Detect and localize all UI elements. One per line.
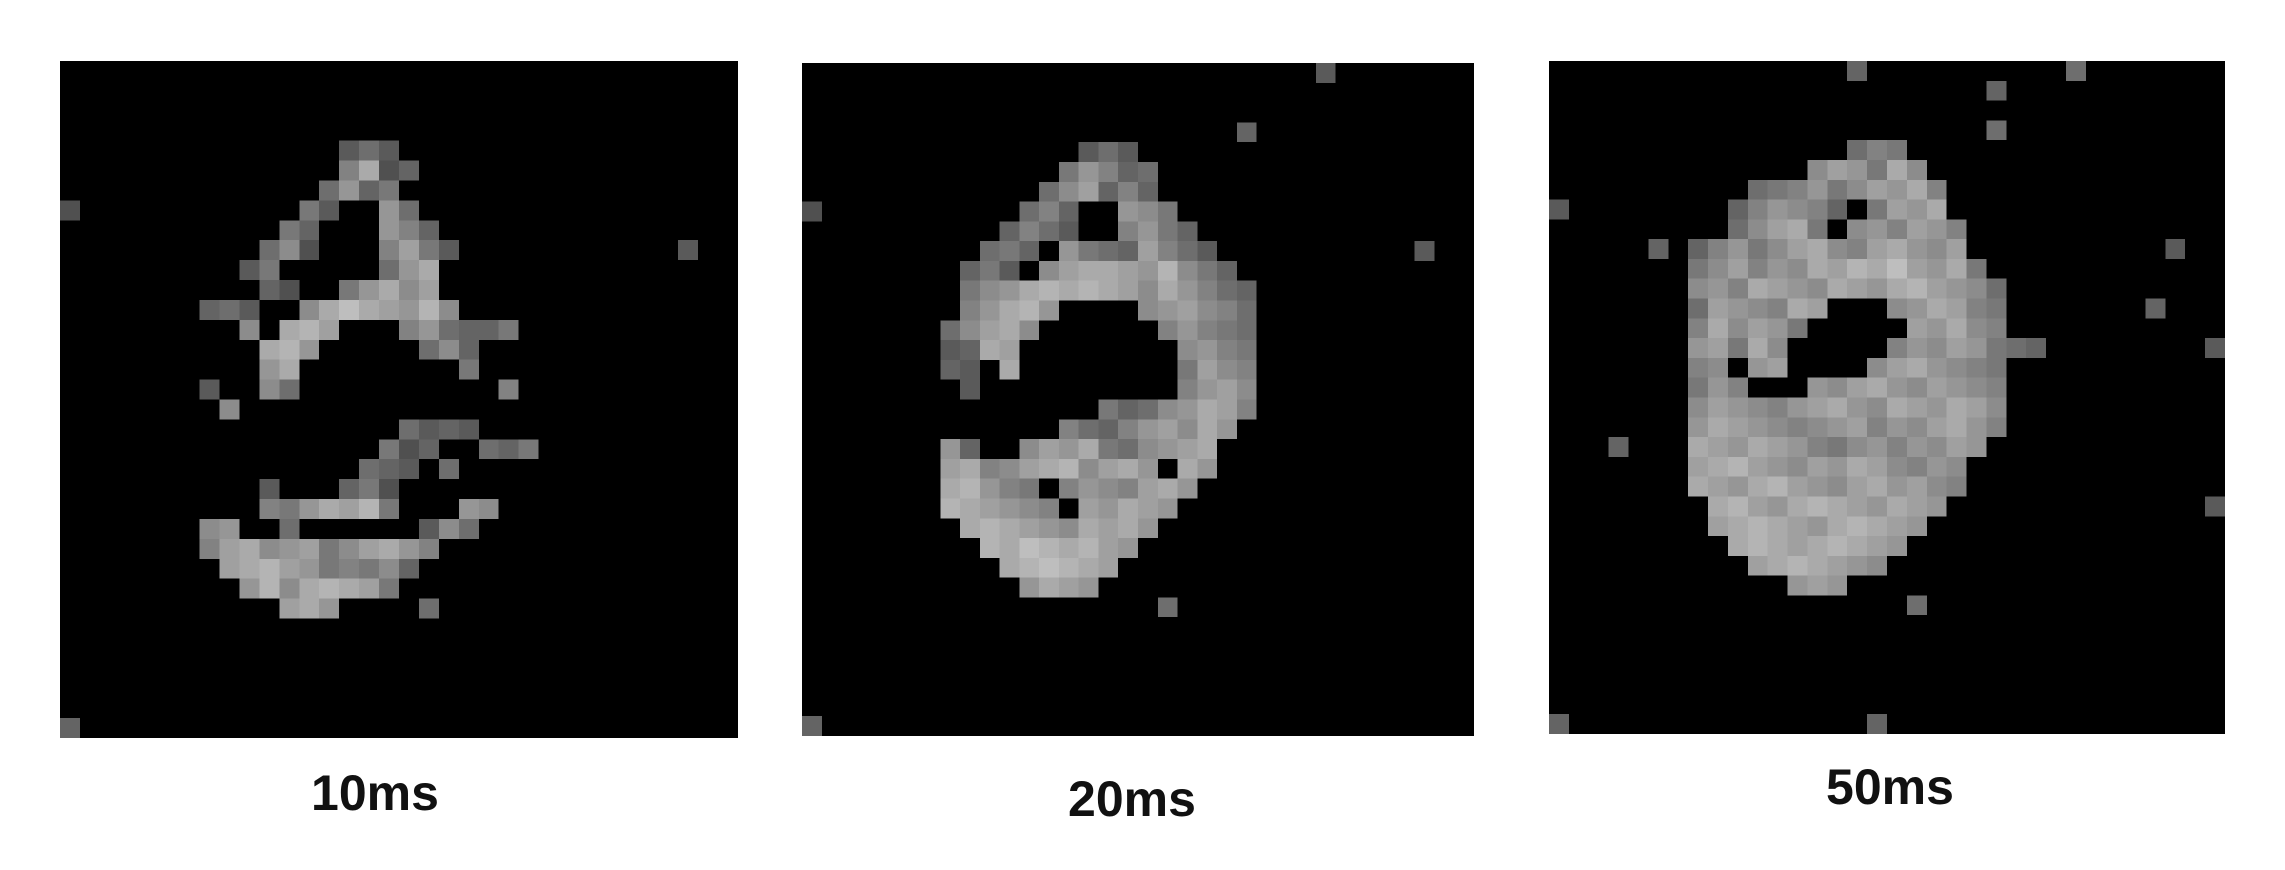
caption-50ms: 50ms [1826,759,1954,815]
caption-10ms: 10ms [311,765,439,821]
pixel-grid-50ms [1549,61,2225,734]
spike-frame-20ms [802,63,1474,736]
spike-frame-10ms [60,61,738,738]
pixel-grid-10ms [60,61,738,738]
caption-20ms: 20ms [1068,771,1196,827]
spike-frame-50ms [1549,61,2225,734]
pixel-grid-20ms [802,63,1474,736]
